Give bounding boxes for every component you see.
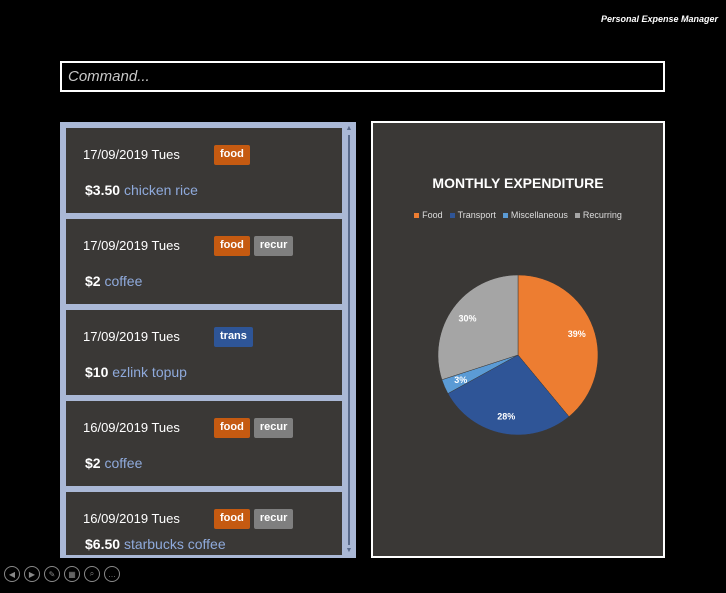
expense-amount: $2 bbox=[85, 455, 101, 471]
expense-card[interactable]: 17/09/2019 Tues trans $10 ezlink topup bbox=[66, 310, 342, 395]
expense-description: coffee bbox=[104, 273, 143, 289]
legend-swatch bbox=[449, 212, 455, 218]
expense-date: 17/09/2019 Tues bbox=[83, 329, 180, 344]
slides-icon[interactable]: ▦ bbox=[64, 566, 80, 582]
expense-amount: $3.50 bbox=[85, 182, 121, 198]
legend-item-miscellaneous: Miscellaneous bbox=[502, 210, 568, 220]
command-input[interactable] bbox=[62, 63, 663, 90]
pie-label-food: 39% bbox=[568, 329, 586, 339]
legend-item-recurring: Recurring bbox=[574, 210, 622, 220]
chart-panel: MONTHLY EXPENDITURE Food Transport Misce… bbox=[371, 121, 665, 558]
expense-description: ezlink topup bbox=[112, 364, 187, 380]
next-icon[interactable]: ▶ bbox=[24, 566, 40, 582]
tag-food: food bbox=[214, 236, 250, 256]
app-title: Personal Expense Manager bbox=[600, 14, 718, 24]
expense-card[interactable]: 17/09/2019 Tues food $3.50 chicken rice bbox=[66, 128, 342, 213]
expense-amount: $10 bbox=[85, 364, 109, 380]
pen-icon[interactable]: ✎ bbox=[44, 566, 60, 582]
pie-slice-recurring bbox=[437, 274, 519, 381]
pie-label-recurring: 30% bbox=[459, 313, 477, 323]
command-box[interactable] bbox=[60, 61, 665, 92]
tag-food: food bbox=[214, 418, 250, 438]
tag-recur: recur bbox=[253, 509, 294, 529]
expense-date: 17/09/2019 Tues bbox=[83, 147, 180, 162]
scroll-up-icon[interactable]: ▲ bbox=[345, 125, 353, 132]
tag-food: food bbox=[214, 145, 250, 165]
chart-title: MONTHLY EXPENDITURE bbox=[432, 175, 604, 191]
legend-item-transport: Transport bbox=[449, 210, 496, 220]
chart-legend: Food Transport Miscellaneous Recurring bbox=[373, 210, 663, 220]
pie-label-transport: 28% bbox=[497, 411, 515, 421]
legend-item-food: Food bbox=[414, 210, 443, 220]
pie-label-miscellaneous: 3% bbox=[454, 375, 467, 385]
expense-amount: $2 bbox=[85, 273, 101, 289]
tag-trans: trans bbox=[214, 327, 253, 347]
pie-chart: 39% 28% 3% 30% bbox=[437, 274, 599, 436]
expense-description: chicken rice bbox=[123, 182, 198, 198]
tag-food: food bbox=[214, 509, 250, 529]
expense-card[interactable]: 16/09/2019 Tues food recur $6.50 starbuc… bbox=[66, 492, 342, 555]
expense-date: 17/09/2019 Tues bbox=[83, 238, 180, 253]
prev-icon[interactable]: ◀ bbox=[4, 566, 20, 582]
presentation-controls: ◀ ▶ ✎ ▦ ⌕ … bbox=[4, 566, 120, 582]
scroll-track[interactable] bbox=[348, 135, 350, 545]
tag-recur: recur bbox=[253, 418, 294, 438]
scrollbar[interactable]: ▲ ▼ bbox=[345, 125, 353, 555]
expense-card[interactable]: 16/09/2019 Tues food recur $2 coffee bbox=[66, 401, 342, 486]
tag-recur: recur bbox=[253, 236, 294, 256]
legend-swatch bbox=[574, 212, 580, 218]
expense-list[interactable]: 17/09/2019 Tues food $3.50 chicken rice … bbox=[60, 122, 356, 558]
legend-swatch bbox=[502, 212, 508, 218]
zoom-icon[interactable]: ⌕ bbox=[84, 566, 100, 582]
expense-date: 16/09/2019 Tues bbox=[83, 420, 180, 435]
more-icon[interactable]: … bbox=[104, 566, 120, 582]
expense-card[interactable]: 17/09/2019 Tues food recur $2 coffee bbox=[66, 219, 342, 304]
expense-description: coffee bbox=[104, 455, 143, 471]
legend-swatch bbox=[414, 212, 420, 218]
scroll-down-icon[interactable]: ▼ bbox=[345, 547, 353, 554]
expense-date: 16/09/2019 Tues bbox=[83, 511, 180, 526]
expense-amount: $6.50 bbox=[85, 536, 121, 552]
expense-description: starbucks coffee bbox=[123, 536, 226, 552]
pie-slice-transport bbox=[447, 354, 570, 436]
pie-slice-food bbox=[517, 274, 599, 417]
